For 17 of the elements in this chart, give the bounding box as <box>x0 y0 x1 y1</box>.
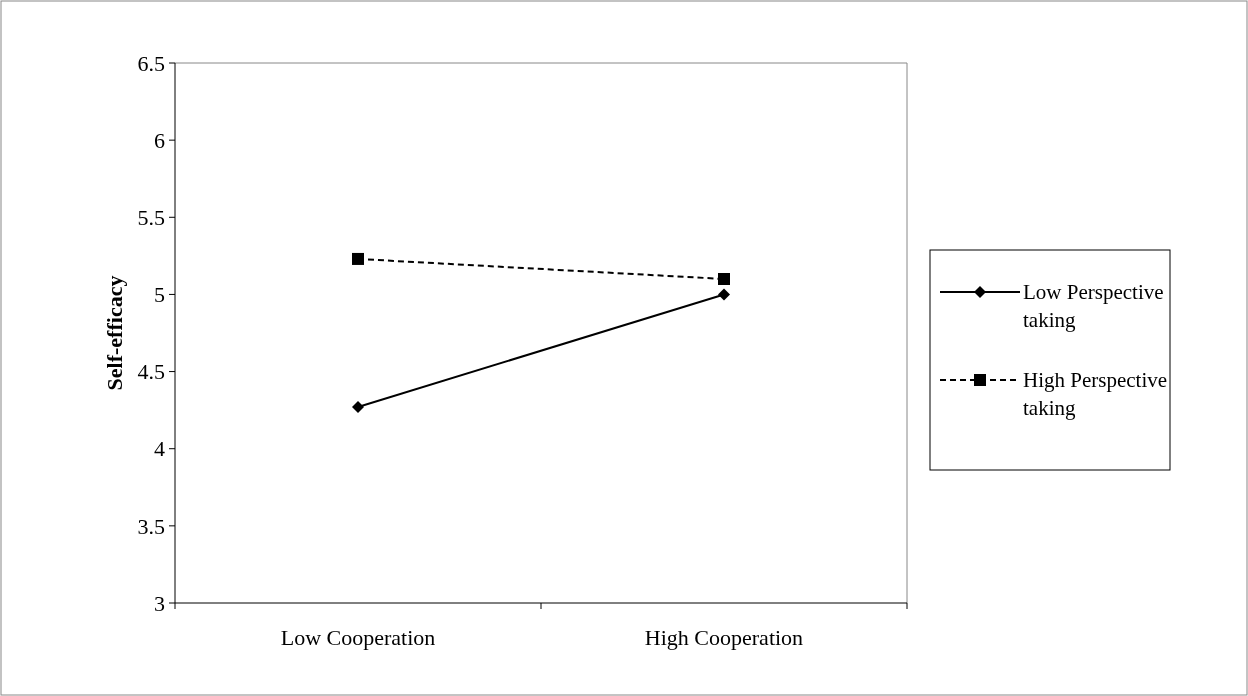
y-tick-label: 3 <box>154 590 165 616</box>
x-tick-label: High Cooperation <box>644 625 804 650</box>
legend-label: High Perspective taking <box>1023 368 1168 420</box>
legend-label: Low Perspective taking <box>1023 280 1164 332</box>
y-tick-label: 6 <box>154 127 165 153</box>
y-tick-label: 5 <box>154 282 165 308</box>
y-axis-title: Self-efficacy <box>102 275 127 391</box>
y-tick-label: 6.5 <box>137 50 165 76</box>
point <box>718 273 730 285</box>
y-tick-label: 4 <box>154 436 165 462</box>
x-tick-label: Low Cooperation <box>280 625 436 650</box>
y-tick-label: 5.5 <box>137 204 165 230</box>
y-tick-label: 3.5 <box>137 513 165 539</box>
point <box>718 288 730 301</box>
point <box>352 401 364 414</box>
point <box>352 252 364 265</box>
y-tick-label: 4.5 <box>137 359 165 385</box>
